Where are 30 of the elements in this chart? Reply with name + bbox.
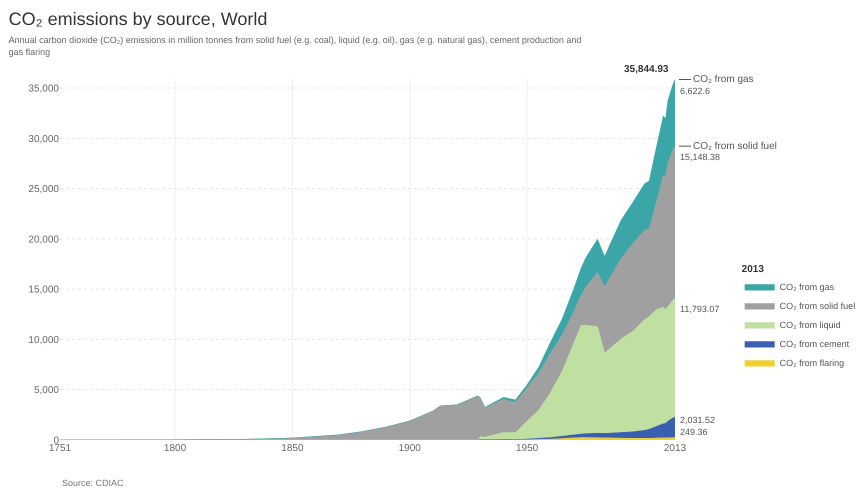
x-tick-label: 1800 (164, 443, 187, 454)
data-label: 6,622.6 (680, 86, 710, 96)
data-label: 2,031.52 (680, 415, 716, 425)
y-tick-label: 10,000 (28, 334, 60, 346)
y-tick-label: 35,000 (28, 84, 60, 95)
chart-subtitle: Annual carbon dioxide (CO₂) emissions in million tonnes from solid fuel (e.g. coal), liquid (e.g. oil), gas (e.g. natural gas), cement production and gas flaring (8, 35, 582, 57)
source-note: Source: CDIAC (62, 478, 124, 488)
legend-label: CO₂ from gas (780, 282, 835, 292)
x-tick-label: 1751 (48, 443, 72, 454)
y-tick-label: 25,000 (28, 184, 60, 196)
y-tick-label: 15,000 (28, 284, 60, 296)
annotation: CO₂ from gas (693, 74, 754, 85)
legend-label: CO₂ from solid fuel (780, 301, 856, 312)
legend-label: CO₂ from cement (780, 339, 850, 350)
annotation: CO₂ from solid fuel (693, 141, 777, 152)
total-label: 35,844.93 (624, 64, 669, 75)
x-tick-label: 1950 (516, 443, 539, 454)
data-label: 11,793.07 (680, 304, 720, 314)
legend-title: 2013 (742, 264, 764, 275)
chart-title: CO₂ emissions by source, World (8, 8, 268, 29)
data-label: 249.36 (680, 427, 708, 437)
legend-label: CO₂ from liquid (780, 320, 841, 330)
x-tick-label: 2013 (664, 443, 687, 454)
x-tick-label: 1850 (281, 443, 304, 454)
y-tick-label: 30,000 (28, 134, 60, 145)
x-tick-label: 1900 (398, 443, 422, 454)
legend-label: CO₂ from flaring (780, 358, 844, 368)
data-label: 15,148.38 (680, 152, 720, 162)
y-tick-label: 20,000 (28, 234, 60, 246)
y-tick-label: 5,000 (34, 385, 60, 396)
